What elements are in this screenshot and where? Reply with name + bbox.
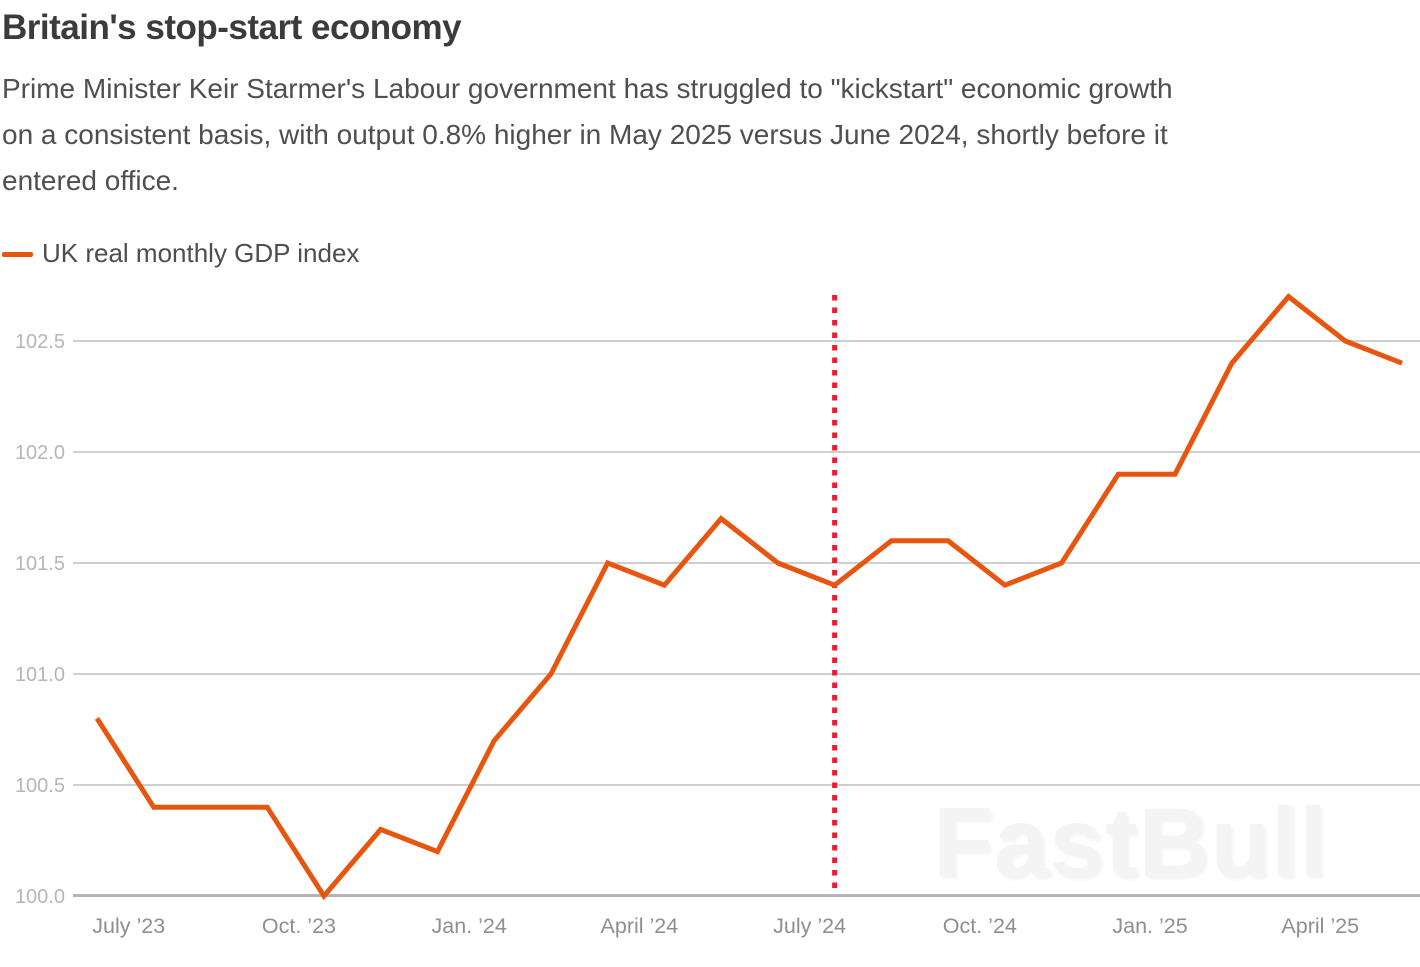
legend: UK real monthly GDP index (2, 238, 359, 268)
y-tick-label-101.5: 101.5 (15, 553, 65, 575)
x-tick-label: Jan. ’24 (432, 914, 507, 938)
y-tick-label-102.0: 102.0 (15, 442, 65, 464)
x-tick-label: Oct. ’24 (943, 914, 1017, 938)
y-tick-label-100.0: 100.0 (15, 886, 65, 908)
legend-line-swatch (2, 251, 33, 257)
subtitle-line-2: on a consistent basis, with output 0.8% … (2, 119, 1168, 150)
chart-title: Britain's stop-start economy (2, 8, 462, 47)
chart-subtitle: Prime Minister Keir Starmer's Labour gov… (2, 66, 1173, 204)
x-tick-label: April ’24 (601, 914, 679, 938)
subtitle-line-3: entered office. (2, 165, 179, 196)
legend-label: UK real monthly GDP index (42, 237, 360, 268)
x-tick-label: July ’24 (773, 914, 846, 938)
subtitle-line-1: Prime Minister Keir Starmer's Labour gov… (2, 73, 1173, 104)
y-tick-label-102.5: 102.5 (15, 331, 65, 353)
x-tick-label: July ’23 (92, 914, 165, 938)
x-tick-label: April ’25 (1281, 914, 1359, 938)
x-tick-label: Jan. ’25 (1112, 914, 1187, 938)
y-tick-label-100.5: 100.5 (15, 775, 65, 797)
gdp-data-line (94, 293, 1403, 901)
y-tick-label-101.0: 101.0 (15, 664, 65, 686)
x-tick-label: Oct. ’23 (262, 914, 336, 938)
watermark: FastBull (933, 787, 1328, 897)
